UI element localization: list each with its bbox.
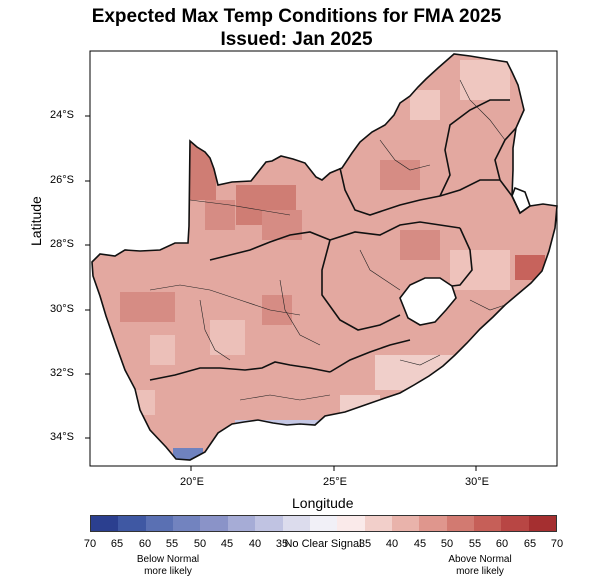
legend-swatch-3 [173,516,201,531]
legend-swatch-4 [200,516,228,531]
x-axis-title: Longitude [292,495,354,511]
legend-swatch-9 [337,516,365,531]
legend-swatch-11 [391,516,420,531]
legend-tick: 55 [468,538,482,550]
legend-tick: 70 [550,538,564,550]
legend-swatch-6 [255,516,283,531]
legend-swatch-0 [91,516,119,531]
lat-tick-34: 34°S [50,431,74,443]
district-borders [149,79,506,401]
legend-swatch-7 [282,516,310,531]
lon-tick-20: 20°E [180,476,204,488]
province-borders [91,53,558,461]
lat-tick-28: 28°S [50,238,74,250]
lat-tick-26: 26°S [50,174,74,186]
legend-swatch-10 [364,516,392,531]
axis-ticks [85,115,477,471]
legend-swatch-12 [419,516,447,531]
legend-tick: 45 [413,538,427,550]
legend-swatch-15 [501,516,529,531]
legend-swatch-2 [145,516,174,531]
legend-tick: 65 [110,538,124,550]
below-normal-core [173,448,203,460]
legend-tick: 60 [495,538,509,550]
plot-frame [89,50,558,467]
lat-tick-24: 24°S [50,109,74,121]
legend-colorbar [90,515,557,532]
lon-tick-30: 30°E [465,476,489,488]
chart-subtitle: Issued: Jan 2025 [220,29,373,50]
legend-center-caption: No Clear Signal [284,538,362,550]
legend-swatch-8 [309,516,338,531]
legend-below-normal-caption: Below Normal more likely [136,554,200,577]
legend-tick: 45 [220,538,234,550]
legend-swatch-16 [528,516,557,531]
legend-swatch-14 [474,516,502,531]
y-axis-title: Latitude [28,196,44,246]
lat-tick-30: 30°S [50,303,74,315]
legend-swatch-13 [446,516,475,531]
legend-tick: 60 [138,538,152,550]
legend-tick: 50 [193,538,207,550]
lon-tick-25: 25°E [323,476,347,488]
legend-tick: 50 [440,538,454,550]
legend-tick: 55 [165,538,179,550]
chart-title: Expected Max Temp Conditions for FMA 202… [91,6,502,27]
legend-tick: 70 [83,538,97,550]
legend-tick: 40 [385,538,399,550]
legend-tick: 40 [248,538,262,550]
legend-above-normal-caption: Above Normal more likely [448,554,512,577]
legend-swatch-5 [227,516,256,531]
legend-tick: 65 [523,538,537,550]
legend-swatch-1 [118,516,146,531]
lat-tick-32: 32°S [50,367,74,379]
legend-tick: 35 [358,538,372,550]
legend-tick: 35 [275,538,289,550]
